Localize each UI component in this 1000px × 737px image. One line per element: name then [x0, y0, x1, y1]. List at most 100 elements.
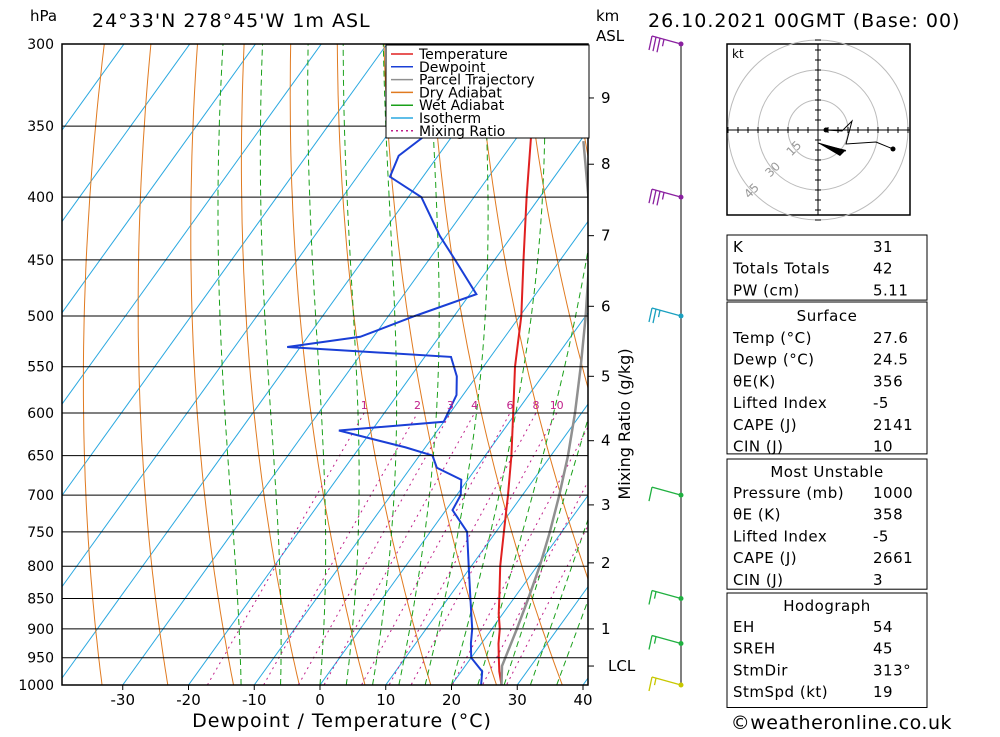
hodograph-end-marker	[891, 147, 896, 152]
surface-index-label: Temp (°C)	[732, 329, 812, 347]
most-unstable-index-label: CAPE (J)	[733, 549, 797, 567]
temperature-tick-label: -10	[242, 691, 267, 709]
mixing-ratio-label: 8	[533, 399, 540, 412]
pressure-tick-label: 450	[27, 253, 54, 269]
mixing-ratio-line	[348, 413, 511, 711]
pressure-tick-label: 1000	[18, 678, 54, 694]
mixing-ratio-label: 4	[471, 399, 478, 412]
mixing-ratio-label: 1	[361, 399, 368, 412]
mixing-ratio-label: 6	[507, 399, 514, 412]
hodograph-start-marker	[824, 128, 829, 133]
hodograph-stat-value: 54	[873, 618, 893, 636]
wind-barb-half-feather	[655, 592, 657, 599]
pressure-tick-label: 850	[27, 592, 54, 608]
pressure-tick-label: 350	[27, 119, 54, 135]
dry-adiabat-line	[83, 0, 117, 711]
mixing-ratio-lines	[193, 413, 647, 711]
wind-barb-feather	[653, 190, 656, 204]
mixing-ratio-axis-title: Mixing Ratio (g/kg)	[615, 348, 634, 499]
altitude-tick-label: 5	[601, 367, 611, 385]
mixing-ratio-line	[193, 413, 365, 711]
wind-barb-feather	[657, 191, 660, 205]
altitude-tick-label: LCL	[608, 657, 636, 675]
mixing-ratio-label: 10	[550, 399, 564, 412]
isotherm-line	[0, 0, 128, 711]
surface-index-value: 27.6	[873, 329, 908, 347]
plot-frame	[62, 44, 588, 685]
asl-label: ASL	[596, 27, 625, 45]
most-unstable-title: Most Unstable	[770, 463, 883, 481]
general-index-label: PW (cm)	[733, 281, 800, 299]
pressure-tick-label: 400	[27, 190, 54, 206]
altitude-tick-label: 3	[601, 496, 611, 514]
temperature-tick-label: 30	[508, 691, 527, 709]
km-unit-label: km	[596, 7, 619, 25]
hodograph-stat-value: 45	[873, 640, 893, 658]
hodograph-stat-value: 313°	[873, 661, 911, 679]
general-index-value: 5.11	[873, 281, 908, 299]
temperature-tick-label: -30	[111, 691, 136, 709]
surface-index-value: 2141	[873, 416, 913, 434]
wind-barb-feather	[649, 635, 652, 649]
mixing-ratio-label: 2	[414, 399, 421, 412]
general-index-label: Totals Totals	[732, 260, 830, 278]
most-unstable-index-value: -5	[873, 527, 889, 545]
surface-index-label: Dewp (°C)	[733, 351, 815, 369]
most-unstable-index-value: 358	[873, 506, 903, 524]
wind-barb-feather	[649, 590, 652, 604]
wind-barb-feather	[649, 677, 652, 691]
general-index-value: 31	[873, 238, 893, 256]
mixing-ratio-line	[310, 413, 475, 711]
most-unstable-index-label: θE (K)	[733, 506, 781, 524]
altitude-tick-label: 9	[601, 89, 611, 107]
wind-barb-column	[649, 36, 684, 691]
wind-barb-half-feather	[663, 39, 665, 46]
temperature-tick-label: -20	[176, 691, 201, 709]
hodograph-stat-label: StmDir	[733, 661, 788, 679]
wind-barb-feather	[649, 487, 652, 501]
hodograph-stat-label: SREH	[733, 640, 776, 658]
most-unstable-index-label: CIN (J)	[733, 571, 784, 589]
wind-barb-half-feather	[655, 637, 657, 644]
wind-barb-half-feather	[655, 678, 657, 685]
legend-entry: Mixing Ratio	[419, 124, 505, 140]
series-line-dewpoint	[287, 44, 507, 685]
dry-adiabat-line	[191, 0, 239, 711]
mixing-ratio-labels: 1 2 3 4 6 8 10	[361, 399, 564, 412]
isotherm-line	[0, 0, 391, 711]
mixing-ratio-line	[439, 413, 596, 711]
surface-index-value: -5	[873, 394, 889, 412]
most-unstable-index-value: 2661	[873, 549, 913, 567]
credit-text: ©weatheronline.co.uk	[731, 712, 952, 733]
surface-index-label: CAPE (J)	[733, 416, 797, 434]
pressure-tick-label: 600	[27, 406, 54, 422]
mixing-ratio-label: 3	[447, 399, 454, 412]
surface-index-value: 356	[873, 372, 903, 390]
surface-index-value: 10	[873, 438, 893, 456]
pressure-tick-label: 900	[27, 622, 54, 638]
hodograph-stats-title: Hodograph	[783, 597, 871, 615]
pressure-tick-label: 800	[27, 559, 54, 575]
surface-title: Surface	[797, 307, 858, 325]
wet-adiabat-line	[343, 0, 359, 685]
wind-barb-feather	[653, 37, 656, 51]
wind-barb-half-feather	[663, 192, 665, 199]
wind-barb-feather	[653, 309, 656, 323]
location-title: 24°33'N 278°45'W 1m ASL	[92, 10, 371, 32]
most-unstable-index-label: Pressure (mb)	[733, 484, 844, 502]
temperature-tick-label: 10	[376, 691, 395, 709]
isobar-lines	[62, 44, 588, 685]
altitude-tick-label: 8	[601, 155, 611, 173]
most-unstable-index-value: 3	[873, 571, 883, 589]
general-index-value: 42	[873, 260, 893, 278]
pressure-tick-label: 500	[27, 309, 54, 325]
altitude-tick-label: 4	[601, 432, 611, 450]
most-unstable-index-label: Lifted Index	[733, 527, 827, 545]
hodograph-stat-label: EH	[733, 618, 755, 636]
wind-barb-feather	[649, 189, 652, 203]
